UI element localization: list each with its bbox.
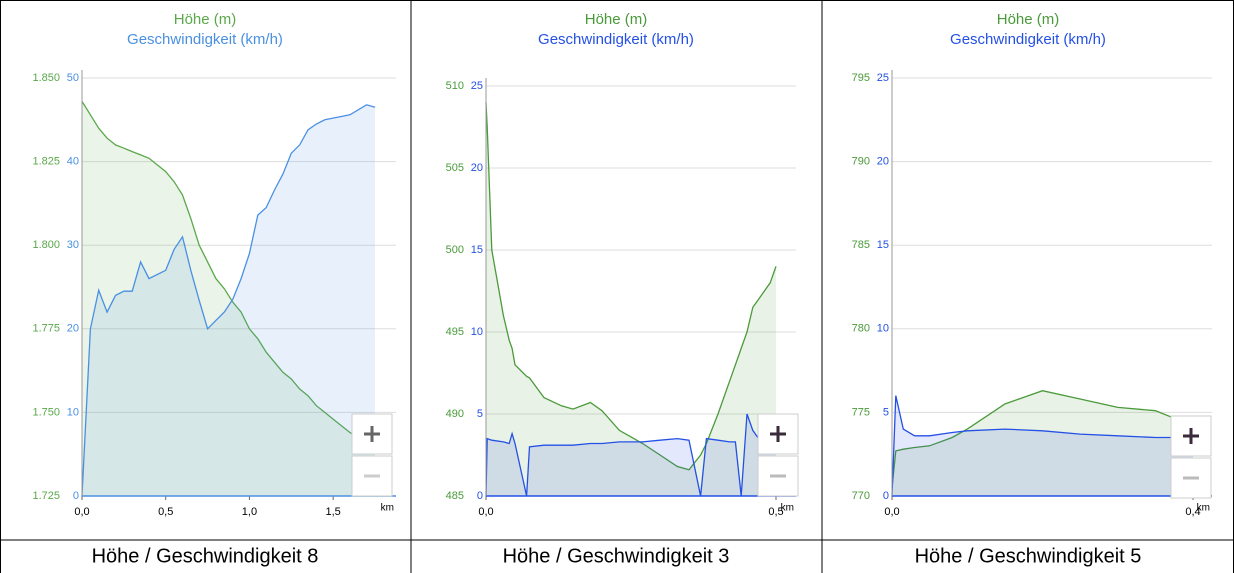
y-tick-label: 1.750	[32, 406, 60, 418]
zoom-in[interactable]	[351, 413, 393, 455]
x-tick-label: 0,0	[884, 506, 899, 518]
y-tick-label: 1.825	[32, 156, 60, 168]
area	[486, 102, 776, 497]
y2-tick-label: 0	[883, 490, 889, 502]
series-name: Geschwindigkeit (km/h)	[127, 31, 283, 48]
x-axis-label: km	[381, 503, 394, 514]
y-tick-label: 1.775	[32, 323, 60, 335]
x-tick-label: 1,5	[325, 506, 340, 518]
caption: Höhe / Geschwindigkeit 3	[503, 545, 730, 567]
x-tick-label: 0,0	[478, 506, 493, 518]
zoom-in[interactable]	[757, 413, 799, 455]
y-tick-label: 510	[446, 80, 464, 92]
y2-tick-label: 20	[471, 162, 483, 174]
y2-tick-label: 10	[471, 326, 483, 338]
area	[82, 104, 375, 497]
y-tick-label: 770	[852, 490, 870, 502]
x-tick-label: 1,0	[242, 506, 257, 518]
y2-tick-label: 20	[67, 323, 79, 335]
area	[82, 101, 375, 497]
area	[892, 390, 1193, 496]
zoom-out[interactable]	[757, 455, 799, 497]
x-tick-label: 0,5	[768, 506, 783, 518]
line	[81, 104, 376, 497]
y2-tick-label: 40	[67, 156, 79, 168]
x-tick-label: 0,4	[1185, 506, 1200, 518]
y-tick-label: 485	[446, 490, 464, 502]
y-tick-label: 780	[852, 323, 870, 335]
y-tick-label: 795	[852, 72, 870, 84]
y-tick-label: 785	[852, 239, 870, 251]
y-tick-label: 790	[852, 156, 870, 168]
line	[891, 395, 1193, 497]
zoom-out[interactable]	[351, 455, 393, 497]
y2-tick-label: 25	[877, 72, 889, 84]
area	[892, 395, 1193, 496]
y2-tick-label: 25	[471, 80, 483, 92]
x-tick-label: 0,5	[158, 506, 173, 518]
y-tick-label: 505	[446, 162, 464, 174]
y2-tick-label: 5	[477, 408, 483, 420]
y2-tick-label: 0	[73, 490, 79, 502]
y2-tick-label: 30	[67, 239, 79, 251]
y-tick-label: 1.850	[32, 72, 60, 84]
y-tick-label: 490	[446, 408, 464, 420]
zoom-out[interactable]	[1170, 457, 1212, 499]
y2-tick-label: 10	[67, 406, 79, 418]
caption: Höhe / Geschwindigkeit 8	[92, 545, 319, 567]
line	[485, 102, 777, 471]
y2-tick-label: 0	[477, 490, 483, 502]
y2-tick-label: 5	[883, 406, 889, 418]
y2-tick-label: 15	[877, 239, 889, 251]
series-name: Geschwindigkeit (km/h)	[950, 31, 1106, 48]
caption: Höhe / Geschwindigkeit 5	[915, 545, 1142, 567]
y2-tick-label: 20	[877, 156, 889, 168]
y2-tick-label: 10	[877, 323, 889, 335]
line	[81, 101, 376, 447]
line	[891, 390, 1194, 488]
y-tick-label: 495	[446, 326, 464, 338]
x-axis-label: km	[781, 503, 794, 514]
y-tick-label: 1.725	[32, 490, 60, 502]
series-name: Höhe (m)	[585, 11, 648, 28]
series-name: Geschwindigkeit (km/h)	[538, 31, 694, 48]
x-tick-label: 0,0	[74, 506, 89, 518]
line	[485, 413, 776, 497]
y2-tick-label: 15	[471, 244, 483, 256]
y-tick-label: 775	[852, 406, 870, 418]
y-tick-label: 500	[446, 244, 464, 256]
x-axis-label: km	[1197, 503, 1210, 514]
series-name: Höhe (m)	[174, 11, 237, 28]
area	[486, 414, 776, 496]
zoom-in[interactable]	[1170, 415, 1212, 457]
y-tick-label: 1.800	[32, 239, 60, 251]
series-name: Höhe (m)	[997, 11, 1060, 28]
y2-tick-label: 50	[67, 72, 79, 84]
